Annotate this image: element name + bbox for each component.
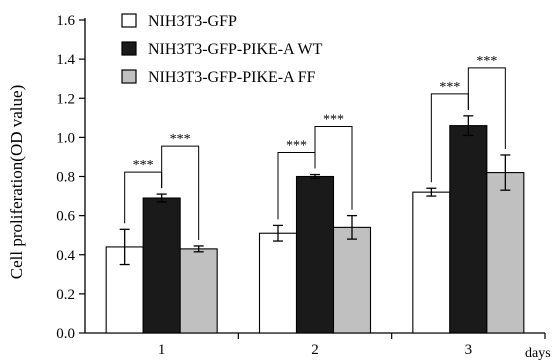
legend-label: NIH3T3-GFP-PIKE-A WT xyxy=(148,41,323,58)
y-axis-label: Cell proliferation(OD value) xyxy=(7,85,26,280)
y-tick-label: 0.0 xyxy=(56,326,75,342)
legend-swatch xyxy=(121,13,137,28)
error-bars xyxy=(119,115,511,266)
bar xyxy=(142,197,181,334)
x-axis-label: days xyxy=(525,346,551,361)
significance-bracket xyxy=(314,126,353,210)
bar xyxy=(179,248,218,334)
y-tick-label: 0.6 xyxy=(56,209,75,225)
bar xyxy=(258,232,298,334)
bar xyxy=(295,175,335,334)
bar xyxy=(412,191,451,334)
significance-label: *** xyxy=(133,158,154,173)
significance-brackets: *** *** *** *** *** *** xyxy=(124,54,506,240)
y-ticks: 0.0 0.2 0.4 0.6 0.8 1.0 1.2 1.4 1.6 xyxy=(56,13,85,342)
y-tick-label: 0.4 xyxy=(56,248,75,264)
bar xyxy=(332,226,372,334)
significance-label: *** xyxy=(439,80,460,95)
significance-label: *** xyxy=(170,132,191,147)
significance-bracket xyxy=(467,67,506,149)
y-tick-label: 0.2 xyxy=(56,287,75,303)
significance-label: *** xyxy=(323,113,344,128)
y-tick-label: 1.2 xyxy=(56,91,75,107)
significance-label: *** xyxy=(476,54,497,69)
legend-label: NIH3T3-GFP xyxy=(148,13,237,30)
legend: NIH3T3-GFP NIH3T3-GFP-PIKE-A WT NIH3T3-GFP… xyxy=(121,13,323,86)
significance-label: *** xyxy=(286,139,307,154)
legend-label: NIH3T3-GFP-PIKE-A FF xyxy=(148,69,316,86)
bars xyxy=(105,125,525,334)
legend-swatch xyxy=(121,41,137,56)
legend-swatch xyxy=(121,69,137,84)
significance-bracket xyxy=(161,145,200,240)
y-tick-label: 0.8 xyxy=(56,170,75,186)
x-tick-label: 2 xyxy=(311,342,319,358)
y-tick-label: 1.6 xyxy=(56,13,75,29)
x-tick-label: 3 xyxy=(465,342,473,358)
x-tick-label: 1 xyxy=(158,342,166,358)
x-ticks: 1 2 3 xyxy=(158,333,546,358)
y-tick-label: 1.4 xyxy=(56,52,75,68)
bar xyxy=(486,172,525,334)
y-tick-label: 1.0 xyxy=(56,130,75,146)
bar xyxy=(449,125,488,334)
